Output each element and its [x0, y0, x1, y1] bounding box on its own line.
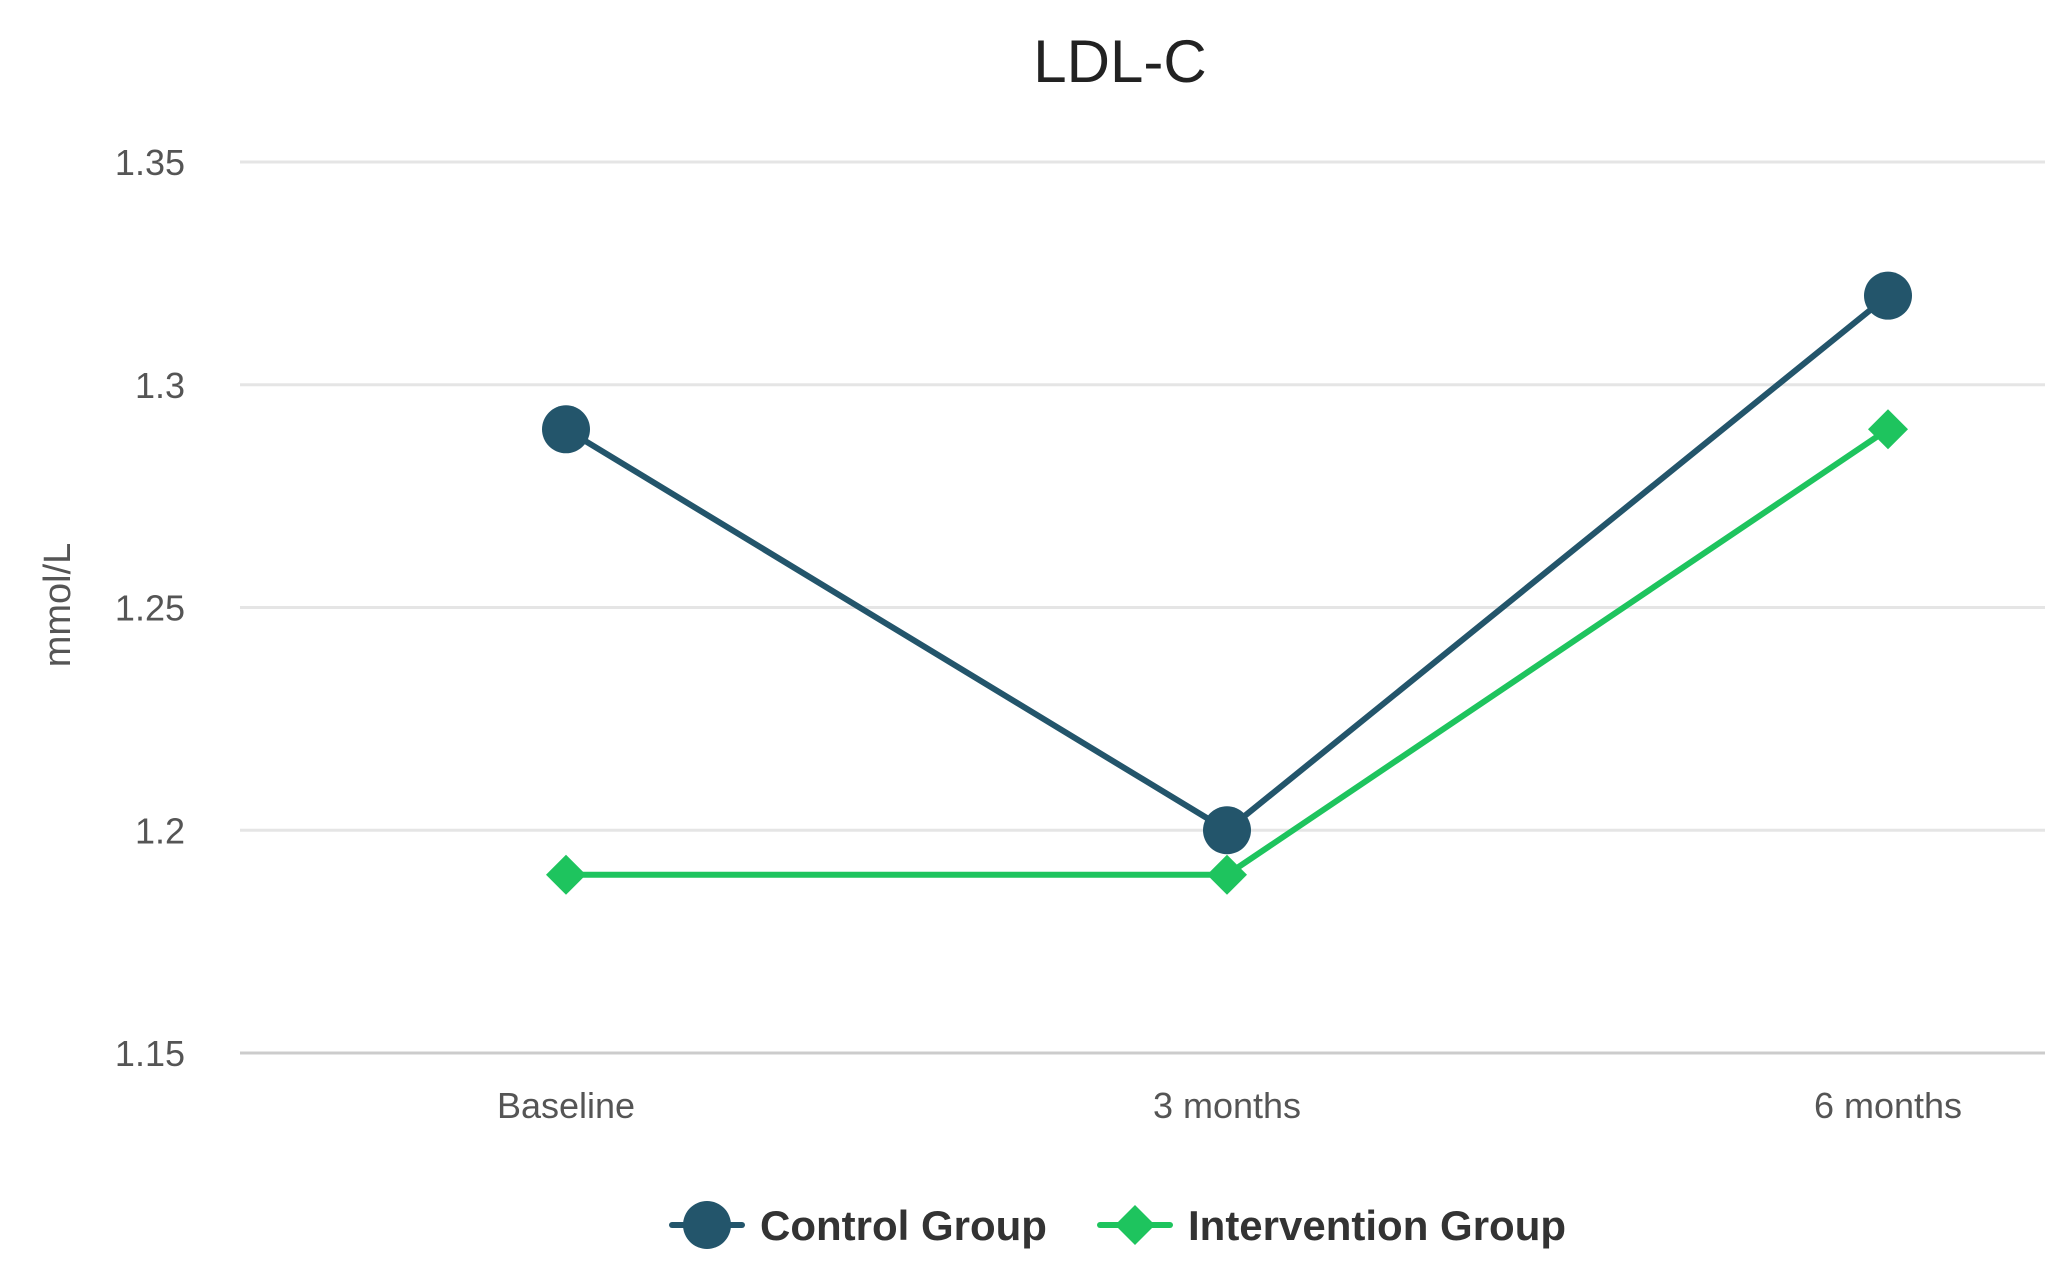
y-tick-label: 1.15 — [115, 1033, 185, 1074]
y-axis-ticks: 1.15 1.2 1.25 1.3 1.35 — [115, 142, 185, 1074]
chart-title: LDL-C — [1033, 28, 1206, 95]
legend-label: Control Group — [760, 1202, 1047, 1249]
legend-item-intervention-group: Intervention Group — [1097, 1202, 1566, 1249]
intervention-group-point — [546, 854, 586, 895]
control-group-point — [542, 405, 590, 454]
y-tick-label: 1.2 — [135, 810, 185, 851]
y-axis-label: mmol/L — [37, 543, 79, 668]
intervention-group-point — [1207, 854, 1247, 895]
x-axis-ticks: Baseline 3 months 6 months — [497, 1085, 1962, 1126]
gridlines — [240, 160, 2045, 1055]
control-group-point — [1864, 271, 1912, 320]
x-tick-label: Baseline — [497, 1085, 635, 1126]
series-layer — [542, 271, 1912, 895]
legend: Control Group Intervention Group — [669, 1201, 1566, 1249]
intervention-group-point — [1868, 409, 1908, 450]
control-group-point — [1203, 806, 1251, 855]
legend-item-control-group: Control Group — [669, 1201, 1047, 1249]
x-tick-label: 3 months — [1153, 1085, 1301, 1126]
y-tick-label: 1.35 — [115, 142, 185, 183]
legend-marker-diamond — [1115, 1205, 1155, 1245]
control-group-series — [542, 271, 1912, 855]
y-tick-label: 1.3 — [135, 365, 185, 406]
intervention-group-series — [546, 409, 1908, 895]
legend-label: Intervention Group — [1188, 1202, 1566, 1249]
y-tick-label: 1.25 — [115, 588, 185, 629]
legend-marker-circle — [683, 1201, 731, 1249]
x-tick-label: 6 months — [1814, 1085, 1962, 1126]
